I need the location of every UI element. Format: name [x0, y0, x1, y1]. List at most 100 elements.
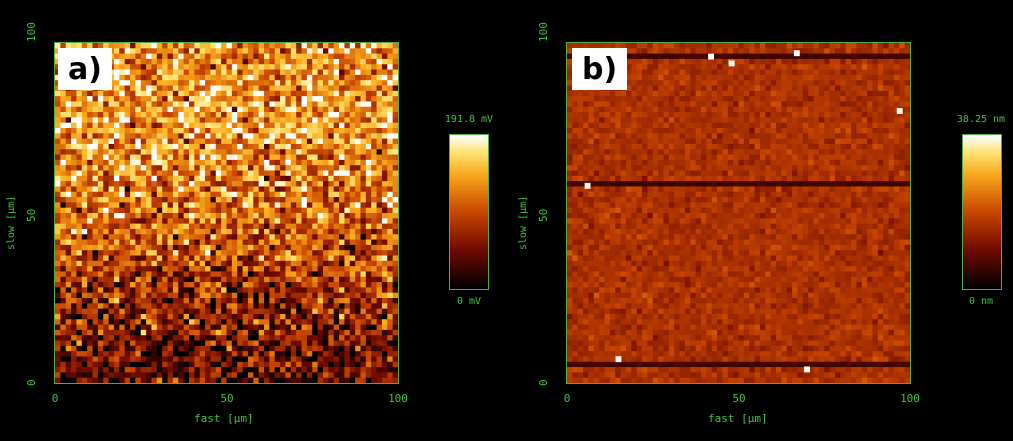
heatmap-b-cell	[690, 58, 697, 65]
heatmap-a-cell	[194, 335, 201, 342]
heatmap-a-cell	[124, 186, 131, 193]
heatmap-a-cell	[205, 96, 212, 103]
heatmap-a-cell	[247, 53, 254, 60]
heatmap-a-cell	[328, 308, 335, 315]
heatmap-a-cell	[333, 223, 340, 230]
heatmap-a-cell	[365, 181, 372, 188]
heatmap-a-cell	[188, 117, 195, 124]
heatmap-b-cell	[711, 80, 718, 87]
heatmap-a-cell	[237, 80, 244, 87]
heatmap-b-cell	[759, 64, 766, 71]
heatmap-a-cell	[124, 260, 131, 267]
heatmap-a-cell	[146, 292, 153, 299]
heatmap-a-cell	[113, 112, 120, 118]
heatmap-a-cell	[285, 218, 292, 225]
heatmap-a-cell	[151, 276, 158, 283]
heatmap-a-cell	[339, 181, 346, 188]
heatmap-a-cell	[215, 324, 222, 331]
heatmap-a-cell	[339, 191, 346, 198]
heatmap-a-cell	[226, 149, 233, 156]
heatmap-a-cell	[183, 335, 190, 342]
heatmap-a-cell	[237, 149, 244, 156]
heatmap-a-cell	[264, 266, 270, 273]
heatmap-a-cell	[55, 85, 61, 92]
heatmap-a-cell	[60, 202, 67, 209]
heatmap-a-cell	[264, 213, 270, 219]
heatmap-a-cell	[167, 202, 174, 209]
heatmap-a-cell	[387, 303, 394, 310]
heatmap-a-cell	[253, 298, 260, 304]
heatmap-b-cell	[717, 85, 724, 92]
heatmap-a-cell	[162, 159, 169, 166]
heatmap-a-cell	[172, 234, 179, 241]
heatmap-a-cell	[371, 202, 378, 209]
heatmap-a-cell	[194, 298, 201, 304]
heatmap-b-cell	[840, 69, 847, 76]
heatmap-a-cell	[162, 138, 169, 145]
heatmap-a-cell	[280, 292, 287, 299]
heatmap-a-cell	[237, 361, 244, 368]
heatmap-a-cell	[317, 239, 324, 246]
heatmap-b-cell	[867, 80, 874, 87]
heatmap-a-cell	[376, 329, 383, 336]
heatmap-a-cell	[317, 340, 324, 347]
heatmap-a-cell	[183, 276, 190, 283]
heatmap-a-cell	[167, 244, 174, 251]
heatmap-a-cell	[365, 292, 372, 299]
heatmap-a-cell	[231, 133, 238, 140]
heatmap-a-cell	[317, 223, 324, 230]
heatmap-a-cell	[156, 85, 163, 92]
heatmap-a-cell	[237, 85, 244, 92]
heatmap-a-cell	[296, 122, 303, 129]
heatmap-a-cell	[328, 202, 335, 209]
heatmap-a-cell	[167, 255, 174, 262]
heatmap-a-cell	[280, 186, 287, 193]
heatmap-b-cell	[743, 96, 750, 103]
heatmap-a-cell	[130, 303, 136, 310]
heatmap-a-cell	[130, 170, 136, 177]
heatmap-a-cell	[376, 133, 383, 140]
heatmap-a-cell	[339, 48, 346, 55]
heatmap-a-cell	[349, 372, 356, 379]
heatmap-a-cell	[231, 356, 238, 363]
heatmap-a-cell	[258, 117, 265, 124]
heatmap-b-cell	[888, 58, 895, 65]
heatmap-a-cell	[87, 335, 94, 342]
heatmap-a-cell	[231, 170, 238, 177]
heatmap-b-cell	[674, 74, 681, 81]
heatmap-a-cell	[274, 223, 281, 230]
heatmap-a-cell	[258, 186, 265, 193]
heatmap-a-cell	[76, 191, 83, 198]
heatmap-a-cell	[183, 64, 190, 71]
heatmap-a-cell	[194, 340, 201, 347]
heatmap-b-cell	[781, 43, 788, 49]
heatmap-a-cell	[280, 133, 287, 140]
heatmap-b-cell	[743, 69, 750, 76]
heatmap-a-cell	[87, 356, 94, 363]
heatmap-a-cell	[146, 255, 153, 262]
heatmap-b-cell	[781, 96, 788, 103]
heatmap-a-cell	[237, 43, 244, 49]
heatmap-a-cell	[156, 43, 163, 49]
heatmap-a-cell	[317, 260, 324, 267]
heatmap-a-cell	[156, 80, 163, 87]
heatmap-a-cell	[194, 85, 201, 92]
heatmap-a-cell	[221, 159, 228, 166]
heatmap-a-cell	[97, 202, 104, 209]
heatmap-a-cell	[124, 117, 131, 124]
heatmap-b-cell	[658, 101, 665, 108]
heatmap-a-cell	[167, 308, 174, 315]
heatmap-a-cell	[296, 287, 303, 294]
heatmap-a-cell	[365, 90, 372, 97]
heatmap-b-cell	[658, 85, 665, 92]
heatmap-a-cell	[322, 106, 329, 113]
heatmap-b-cell	[625, 101, 632, 108]
heatmap-a-cell	[274, 58, 281, 65]
heatmap-a-cell	[333, 292, 340, 299]
heatmap-a-cell	[258, 244, 265, 251]
heatmap-a-cell	[290, 74, 297, 81]
heatmap-a-cell	[231, 159, 238, 166]
heatmap-a-cell	[253, 90, 260, 97]
heatmap-a-cell	[387, 149, 394, 156]
heatmap-b-cell	[663, 53, 670, 60]
